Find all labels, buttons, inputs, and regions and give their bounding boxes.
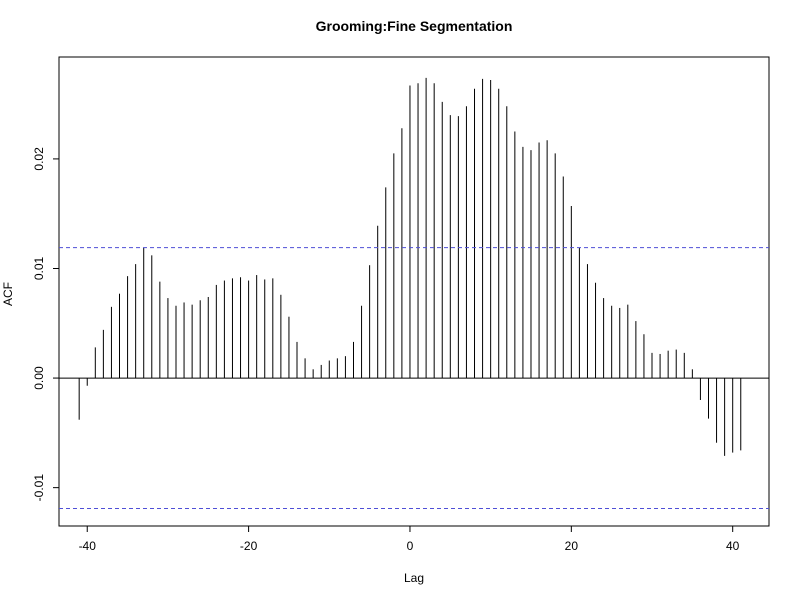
x-tick-label: 40 <box>726 539 740 553</box>
y-tick-label: -0.01 <box>32 474 46 502</box>
y-tick-label: 0.02 <box>32 147 46 171</box>
x-axis: -40 -20 0 20 40 <box>79 526 740 553</box>
chart-title: Grooming:Fine Segmentation <box>316 18 513 34</box>
plot-frame <box>58 56 770 527</box>
x-tick-label: 20 <box>565 539 579 553</box>
confidence-bounds <box>59 247 769 509</box>
y-tick-label: 0.00 <box>32 366 46 390</box>
y-tick-label: 0.01 <box>32 256 46 280</box>
x-tick-label: 0 <box>407 539 414 553</box>
x-axis-label: Lag <box>404 571 424 585</box>
x-tick-label: -40 <box>79 539 97 553</box>
y-axis-label: ACF <box>1 282 15 306</box>
acf-bars <box>78 77 742 456</box>
y-axis: -0.01 0.00 0.01 0.02 <box>32 147 59 501</box>
x-tick-label: -20 <box>240 539 258 553</box>
